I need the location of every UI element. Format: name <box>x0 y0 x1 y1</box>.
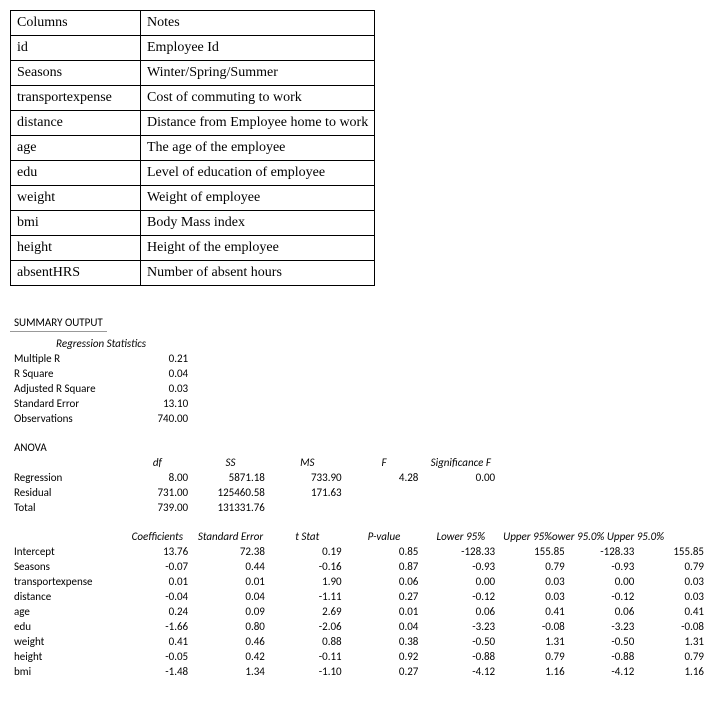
table-row: Regression Statistics <box>10 336 708 351</box>
table-row: Columns Notes <box>11 11 375 36</box>
anova-title: ANOVA <box>10 440 708 455</box>
definitions-table: Columns Notes idEmployee Id SeasonsWinte… <box>10 10 375 286</box>
table-row: SeasonsWinter/Spring/Summer <box>11 61 375 86</box>
regression-statistics-table: Regression Statistics Multiple R0.21 R S… <box>10 336 708 426</box>
table-row: weight0.410.460.880.38-0.501.31-0.501.31 <box>10 634 708 649</box>
table-row: Total 739.00 131331.76 <box>10 500 708 515</box>
regstats-title: Regression Statistics <box>10 336 192 351</box>
table-row: Standard Error13.10 <box>10 396 708 411</box>
table-row: Regression 8.00 5871.18 733.90 4.28 0.00 <box>10 470 708 485</box>
table-row: weightWeight of employee <box>11 186 375 211</box>
coefficients-table: Coefficients Standard Error t Stat P-val… <box>10 529 708 679</box>
table-row: idEmployee Id <box>11 36 375 61</box>
table-row: absentHRSNumber of absent hours <box>11 261 375 286</box>
defs-header-col: Columns <box>11 11 141 36</box>
table-row: Multiple R0.21 <box>10 351 708 366</box>
table-row: bmi-1.481.34-1.100.27-4.121.16-4.121.16 <box>10 664 708 679</box>
table-row: distance-0.040.04-1.110.27-0.120.03-0.12… <box>10 589 708 604</box>
table-row: distanceDistance from Employee home to w… <box>11 111 375 136</box>
table-row: Residual 731.00 125460.58 171.63 <box>10 485 708 500</box>
table-row: Observations740.00 <box>10 411 708 426</box>
table-row: R Square0.04 <box>10 366 708 381</box>
table-row: Adjusted R Square0.03 <box>10 381 708 396</box>
table-row: heightHeight of the employee <box>11 236 375 261</box>
table-row: df SS MS F Significance F <box>10 455 708 470</box>
defs-header-notes: Notes <box>141 11 375 36</box>
table-row: age0.240.092.690.010.060.410.060.41 <box>10 604 708 619</box>
table-row: edu-1.660.80-2.060.04-3.23-0.08-3.23-0.0… <box>10 619 708 634</box>
table-row: transportexpense0.010.011.900.060.000.03… <box>10 574 708 589</box>
summary-output: SUMMARY OUTPUT Regression Statistics Mul… <box>10 314 708 679</box>
table-row: Seasons-0.070.44-0.160.87-0.930.79-0.930… <box>10 559 708 574</box>
table-row: eduLevel of education of employee <box>11 161 375 186</box>
table-row: ageThe age of the employee <box>11 136 375 161</box>
table-row: Coefficients Standard Error t Stat P-val… <box>10 529 708 544</box>
summary-output-label: SUMMARY OUTPUT <box>10 314 107 332</box>
table-row: Intercept13.7672.380.190.85-128.33155.85… <box>10 544 708 559</box>
anova-table: df SS MS F Significance F Regression 8.0… <box>10 455 708 515</box>
table-row: transportexpenseCost of commuting to wor… <box>11 86 375 111</box>
table-row: height-0.050.42-0.110.92-0.880.79-0.880.… <box>10 649 708 664</box>
table-row: bmiBody Mass index <box>11 211 375 236</box>
